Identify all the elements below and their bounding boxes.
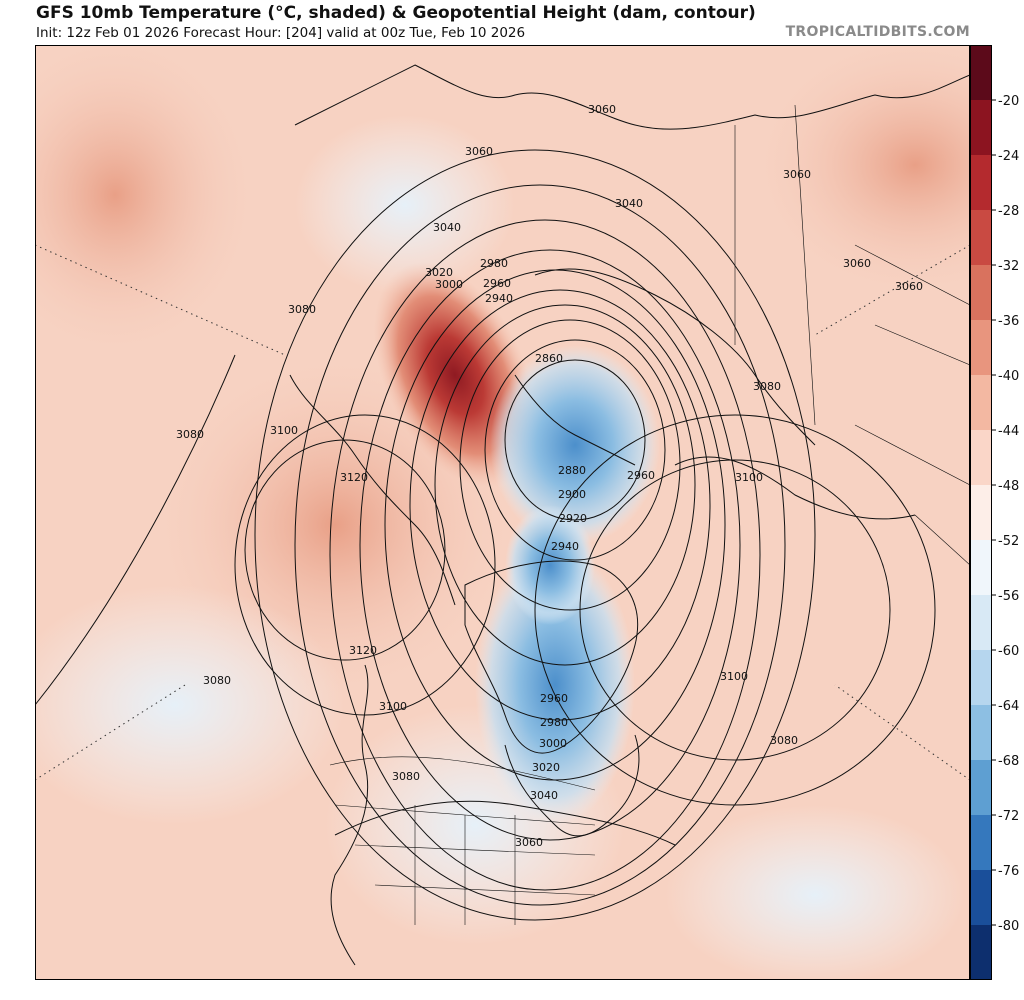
contour-label: 3080 xyxy=(392,770,420,783)
contour-label: 3000 xyxy=(539,737,567,750)
colorbar-label: -56 xyxy=(998,589,1019,604)
colorbar-swatch xyxy=(970,485,992,541)
colorbar-swatch xyxy=(970,925,992,980)
contour-label: 3020 xyxy=(425,266,453,279)
polar-stereographic-map: 3060 3060 3060 3040 3040 3020 3000 2980 … xyxy=(35,45,970,980)
colorbar-label: -72 xyxy=(998,809,1019,824)
colorbar-label: -64 xyxy=(998,699,1019,714)
contour-label: 3060 xyxy=(783,168,811,181)
political-borders xyxy=(329,104,970,925)
contour-label: 3080 xyxy=(288,303,316,316)
colorbar-swatch xyxy=(970,100,992,156)
temperature-colorbar: -20 -24 -28 -32 -36 -40 -44 -48 -52 -56 -60 -64 -68 -… xyxy=(970,45,1019,980)
map-subtitle: Init: 12z Feb 01 2026 Forecast Hour: [20… xyxy=(36,25,526,41)
contour-label: 3100 xyxy=(379,700,407,713)
contour-labels: 3060 3060 3060 3040 3040 3020 3000 2980 … xyxy=(176,103,923,849)
colorbar-label: -68 xyxy=(998,754,1019,769)
colorbar-label: -32 xyxy=(998,259,1019,274)
contour-label: 3080 xyxy=(753,380,781,393)
colorbar-label: -52 xyxy=(998,534,1019,549)
contour-label: 2960 xyxy=(540,692,568,705)
cold-lobe-hudson-bay xyxy=(475,545,635,825)
contour-label: 3080 xyxy=(203,674,231,687)
contour-label: 2940 xyxy=(485,292,513,305)
colorbar-swatch xyxy=(970,870,992,926)
map-title: GFS 10mb Temperature (°C, shaded) & Geop… xyxy=(36,3,756,23)
contour-label: 2980 xyxy=(480,257,508,270)
contour-label: 3100 xyxy=(735,471,763,484)
colorbar-swatch xyxy=(970,650,992,706)
colorbar-label: -20 xyxy=(998,94,1019,109)
colorbar-swatch xyxy=(970,45,992,101)
contour-label: 3040 xyxy=(433,221,461,234)
colorbar-label: -60 xyxy=(998,644,1019,659)
height-contours xyxy=(35,149,936,921)
colorbar-label: -36 xyxy=(998,314,1019,329)
contour-label: 3100 xyxy=(720,670,748,683)
contour-label: 3100 xyxy=(270,424,298,437)
colorbar-label: -80 xyxy=(998,919,1019,934)
contour-label: 3040 xyxy=(530,789,558,802)
contour-label: 3020 xyxy=(532,761,560,774)
colorbar-label: -28 xyxy=(998,204,1019,219)
contour-label: 3000 xyxy=(435,278,463,291)
colorbar-swatch xyxy=(970,705,992,761)
colorbar-swatch xyxy=(970,375,992,431)
colorbar-swatch xyxy=(970,595,992,651)
contour-label: 3120 xyxy=(340,471,368,484)
colorbar-label: -24 xyxy=(998,149,1019,164)
colorbar-swatch xyxy=(970,155,992,211)
colorbar-swatch xyxy=(970,430,992,486)
colorbar-label: -48 xyxy=(998,479,1019,494)
contour-label: 3060 xyxy=(588,103,616,116)
graticule-lines xyxy=(35,244,970,781)
colorbar-swatch xyxy=(970,265,992,321)
polar-vortex-cold-core xyxy=(490,345,660,545)
colorbar-label: -76 xyxy=(998,864,1019,879)
colorbar-swatch xyxy=(970,815,992,871)
colorbar-frame xyxy=(970,45,992,980)
colorbar-swatch xyxy=(970,540,992,596)
contour-label: 2920 xyxy=(559,512,587,525)
coastlines xyxy=(289,64,970,966)
colorbar-swatch xyxy=(970,320,992,376)
contour-label: 2900 xyxy=(558,488,586,501)
contour-label: 2880 xyxy=(558,464,586,477)
credit-watermark: TROPICALTIDBITS.COM xyxy=(785,24,970,40)
colorbar-label: -40 xyxy=(998,369,1019,384)
colorbar-label: -44 xyxy=(998,424,1019,439)
contour-label: 3080 xyxy=(770,734,798,747)
map-frame xyxy=(35,45,970,980)
colorbar-swatch xyxy=(970,760,992,816)
contour-label: 2980 xyxy=(540,716,568,729)
contour-label: 3060 xyxy=(515,836,543,849)
contour-label: 2940 xyxy=(551,540,579,553)
contour-label: 3060 xyxy=(895,280,923,293)
contour-label: 3120 xyxy=(349,644,377,657)
contour-label: 2960 xyxy=(627,469,655,482)
contour-label: 3060 xyxy=(843,257,871,270)
contour-label: 2960 xyxy=(483,277,511,290)
contour-label: 3080 xyxy=(176,428,204,441)
colorbar-swatch xyxy=(970,210,992,266)
contour-label: 2860 xyxy=(535,352,563,365)
contour-label: 3040 xyxy=(615,197,643,210)
contour-label: 3060 xyxy=(465,145,493,158)
